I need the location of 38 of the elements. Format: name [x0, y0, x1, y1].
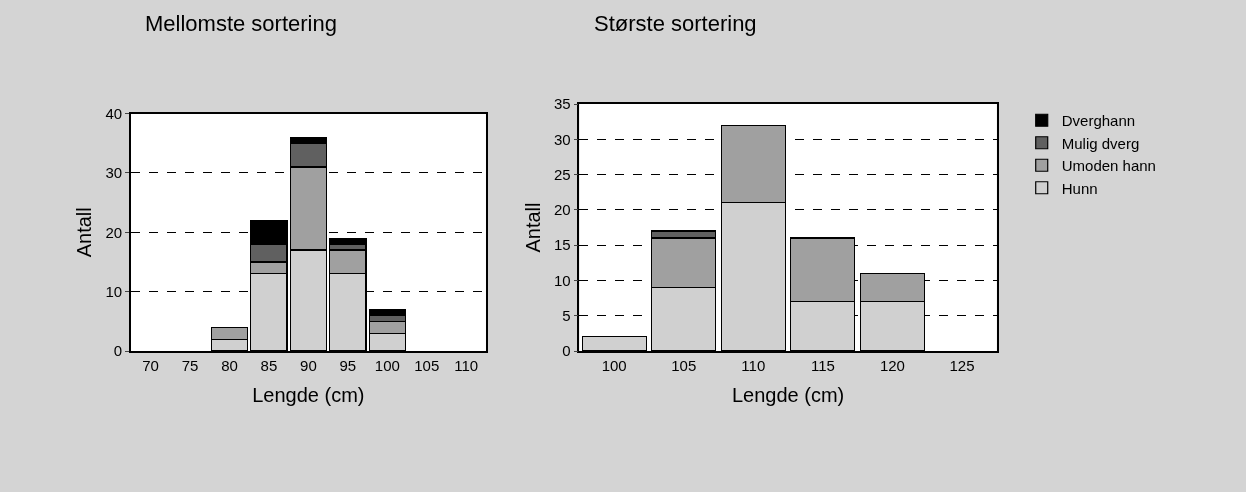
x-tick-label: 70 [142, 356, 159, 374]
y-tick-label: 25 [553, 165, 571, 183]
x-tick-label: 105 [671, 356, 697, 374]
chart-title: Største sortering [594, 11, 757, 36]
x-tick-label: 75 [181, 356, 199, 374]
legend-label: Umoden hann [1061, 157, 1156, 175]
y-tick-label: 10 [553, 271, 571, 289]
y-tick-label: 0 [113, 342, 123, 360]
legend-label: Mulig dverg [1061, 134, 1140, 152]
x-tick-label: 90 [300, 356, 317, 374]
y-tick-label: 35 [553, 95, 571, 113]
y-tick-label: 0 [562, 342, 571, 360]
x-tick-label: 85 [260, 356, 278, 374]
y-tick-label: 15 [553, 236, 571, 254]
x-tick-label: 95 [339, 356, 357, 374]
y-tick-label: 10 [105, 282, 123, 300]
y-tick-label: 30 [105, 164, 123, 182]
x-tick-label: 110 [454, 356, 479, 374]
y-axis-title: Antall [521, 202, 544, 253]
chart-title: Mellomste sortering [145, 11, 337, 36]
x-axis-title: Lengde (cm) [731, 383, 845, 406]
x-tick-label: 80 [221, 356, 238, 374]
x-axis-title: Lengde (cm) [252, 383, 365, 406]
x-tick-label: 100 [601, 356, 627, 374]
legend-label: Hunn [1061, 179, 1098, 197]
x-tick-label: 125 [949, 356, 975, 374]
x-tick-label: 115 [810, 356, 835, 374]
y-axis-title: Antall [73, 207, 96, 258]
y-tick-label: 20 [105, 223, 123, 241]
y-tick-label: 5 [562, 306, 571, 324]
legend-label: Dverghann [1061, 112, 1136, 130]
y-tick-label: 20 [553, 201, 571, 219]
x-tick-label: 105 [414, 356, 440, 374]
y-tick-label: 30 [553, 130, 571, 148]
y-tick-label: 40 [105, 104, 123, 122]
x-tick-label: 120 [879, 356, 905, 374]
x-tick-label: 110 [741, 356, 766, 374]
x-tick-label: 100 [374, 356, 400, 374]
